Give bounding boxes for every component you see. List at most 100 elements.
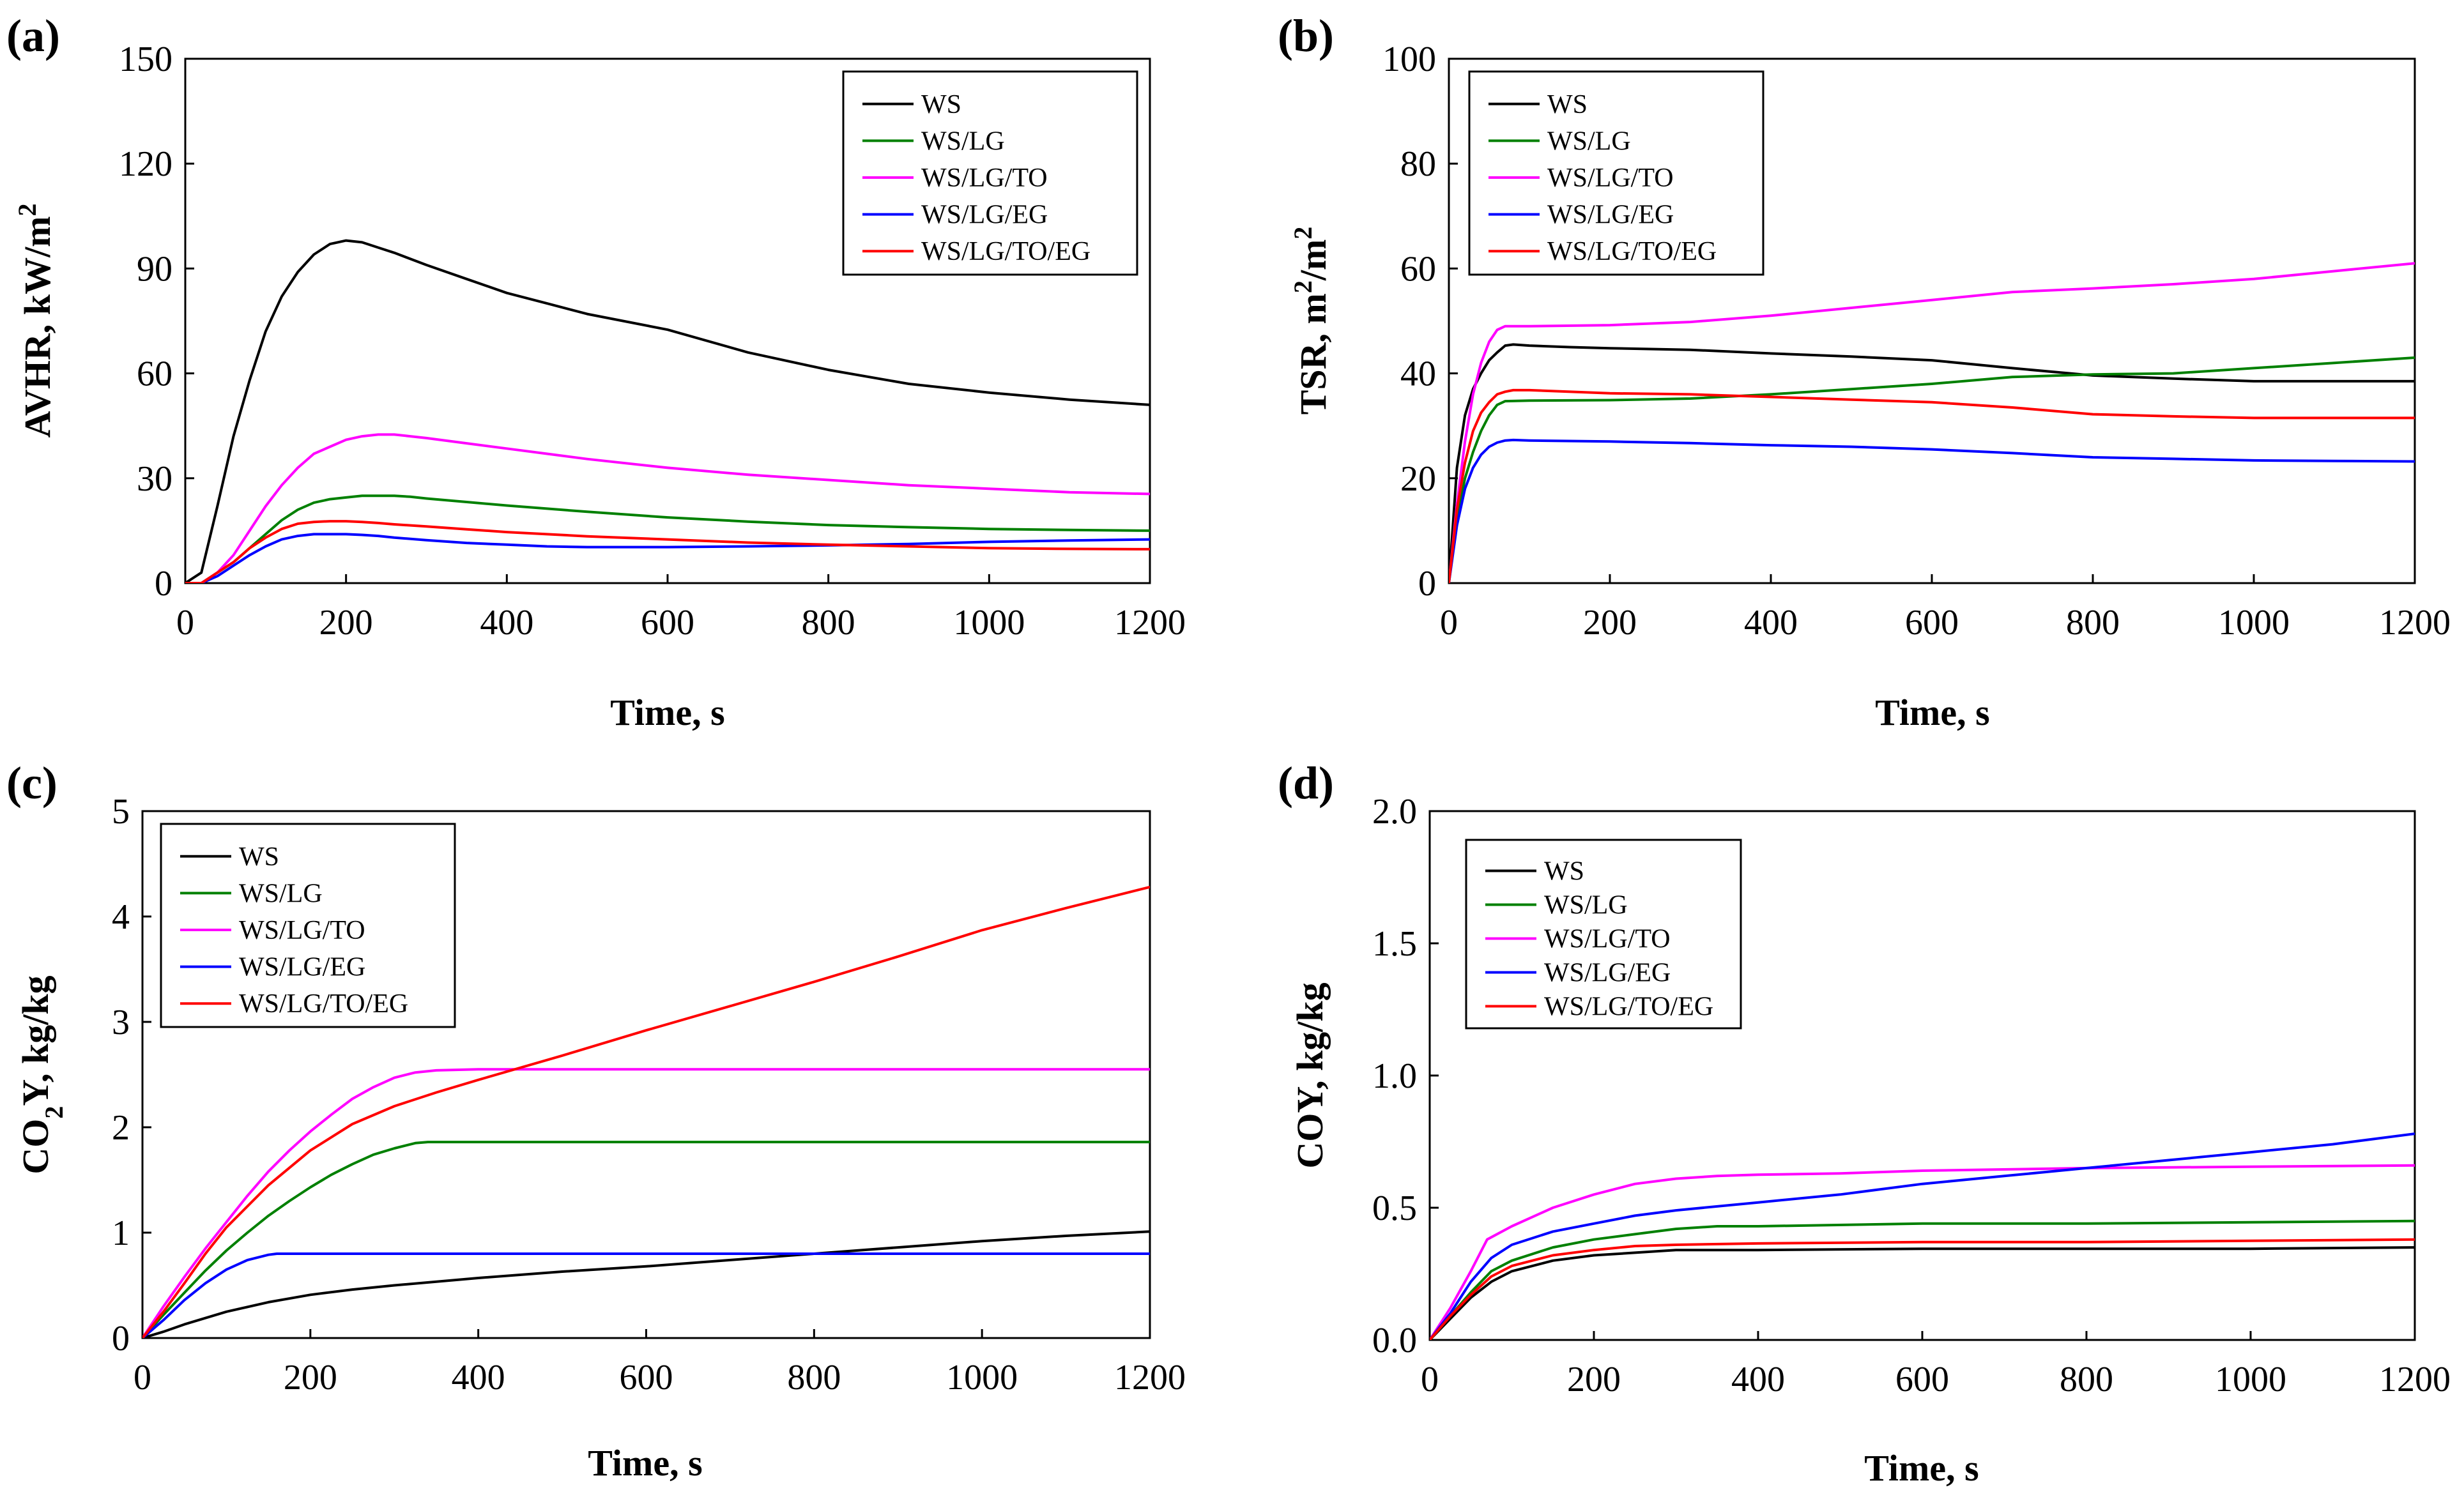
y-axis-title-part: 2	[13, 204, 42, 217]
legend-label: WS	[1547, 90, 1588, 119]
series-line-ws-lg-to-eg	[1449, 388, 2415, 583]
series-line-ws-lg-to	[1430, 1164, 2415, 1340]
legend-label: WS/LG/TO/EG	[921, 237, 1090, 266]
y-tick-label: 120	[119, 144, 172, 184]
series-line-ws-lg	[1430, 1219, 2415, 1340]
y-tick-label: 60	[1400, 249, 1436, 289]
series-line-ws	[142, 1230, 1150, 1338]
x-tick-label: 600	[1905, 603, 1959, 643]
legend: WS WS/LG WS/LG/TO WS/LG/EG WS/LG/TO/EG	[842, 70, 1138, 276]
y-axis-title-part: 2	[1289, 280, 1317, 293]
x-tick-label: 200	[284, 1358, 337, 1397]
legend-label: WS	[921, 90, 961, 119]
legend-label: WS/LG/EG	[1547, 201, 1674, 230]
x-tick-label: 0	[1440, 603, 1458, 643]
y-tick-label: 1	[112, 1213, 130, 1253]
legend-label: WS/LG/TO	[1544, 925, 1671, 954]
series-line-ws-lg-to-eg	[142, 885, 1150, 1338]
series-line-ws-lg	[142, 1141, 1150, 1338]
legend-label: WS/LG/TO/EG	[1544, 993, 1713, 1022]
x-tick-label: 0	[1421, 1360, 1439, 1399]
legend-box	[160, 823, 456, 1028]
legend-label: WS/LG/TO	[1547, 164, 1674, 193]
legend: WS WS/LG WS/LG/TO WS/LG/EG WS/LG/TO/EG	[1468, 70, 1764, 276]
x-tick-label: 400	[1731, 1360, 1785, 1399]
x-tick-label: 400	[480, 603, 533, 643]
y-tick-label: 0.5	[1372, 1189, 1417, 1228]
legend-label: WS/LG/EG	[239, 953, 365, 982]
series-line-ws-lg-to-eg	[185, 520, 1150, 583]
x-tick-label: 1000	[2218, 603, 2290, 643]
y-axis-title-part: CO	[15, 1119, 56, 1175]
series-line-ws-lg-to-eg	[1430, 1238, 2415, 1340]
legend-label: WS/LG/EG	[1544, 959, 1671, 988]
x-tick-label: 800	[2066, 603, 2120, 643]
x-tick-label: 800	[787, 1358, 841, 1397]
x-tick-label: 1200	[1114, 1358, 1186, 1397]
x-tick-label: 0	[176, 603, 194, 643]
legend-label: WS/LG/TO/EG	[1547, 237, 1717, 266]
x-axis-title: Time, s	[610, 692, 724, 733]
legend-label: WS/LG/TO	[239, 916, 365, 945]
y-tick-label: 2.0	[1372, 792, 1417, 832]
series-line-ws-lg	[1449, 356, 2415, 583]
y-tick-label: 20	[1400, 459, 1436, 499]
y-tick-label: 80	[1400, 144, 1436, 184]
y-tick-label: 5	[112, 792, 130, 832]
legend: WS WS/LG WS/LG/TO WS/LG/EG WS/LG/TO/EG	[1465, 839, 1742, 1030]
y-axis-title-part: Y, kg/kg	[15, 975, 56, 1106]
panel-label: (d)	[1278, 757, 1334, 809]
y-tick-label: 30	[137, 459, 172, 499]
x-tick-label: 600	[1895, 1360, 1949, 1399]
legend-label: WS/LG/TO/EG	[239, 989, 408, 1019]
y-axis-title-part: 2	[1289, 227, 1317, 240]
series-line-ws	[185, 239, 1150, 583]
y-tick-label: 3	[112, 1003, 130, 1042]
series-line-ws-lg-eg	[1430, 1132, 2415, 1340]
series-line-ws-lg-eg	[142, 1252, 1150, 1338]
x-tick-label: 0	[134, 1358, 151, 1397]
series-line-ws-lg-eg	[1449, 438, 2415, 583]
series-line-ws	[1430, 1246, 2415, 1340]
legend-label: WS/LG	[239, 879, 323, 908]
y-axis-title-part: 2	[40, 1106, 68, 1119]
legend-label: WS/LG	[1547, 126, 1631, 156]
y-axis-title: COY, kg/kg	[1289, 982, 1331, 1168]
x-tick-label: 200	[319, 603, 373, 643]
y-axis-title-part: AVHR, kW/m	[17, 217, 58, 438]
x-tick-label: 600	[641, 603, 694, 643]
legend-label: WS/LG/EG	[921, 201, 1048, 230]
y-tick-label: 4	[112, 897, 130, 937]
y-axis-title-part: COY, kg/kg	[1289, 982, 1331, 1168]
x-tick-label: 400	[1744, 603, 1798, 643]
legend-label: WS/LG	[921, 126, 1005, 156]
legend-label: WS	[239, 842, 279, 872]
legend-label: WS/LG	[1544, 891, 1628, 920]
y-tick-label: 0	[1418, 564, 1436, 604]
x-tick-label: 800	[802, 603, 855, 643]
x-tick-label: 200	[1567, 1360, 1621, 1399]
legend-box	[1468, 70, 1764, 276]
x-axis-title: Time, s	[1864, 1447, 1978, 1489]
x-axis-title: Time, s	[1875, 692, 1989, 733]
legend-label: WS	[1544, 857, 1584, 886]
x-axis-title: Time, s	[588, 1442, 702, 1484]
y-tick-label: 1.5	[1372, 924, 1417, 964]
series-line-ws	[1449, 343, 2415, 583]
x-tick-label: 1000	[2215, 1360, 2286, 1399]
y-tick-label: 150	[119, 40, 172, 79]
y-axis-title-part: /m	[1292, 240, 1334, 281]
y-tick-label: 100	[1382, 40, 1436, 79]
y-tick-label: 0.0	[1372, 1321, 1417, 1360]
x-tick-label: 1200	[1114, 603, 1186, 643]
y-axis-title: CO2Y, kg/kg	[15, 975, 68, 1174]
panel-label: (b)	[1278, 10, 1334, 61]
panel-label: (c)	[6, 757, 57, 809]
panel-label: (a)	[6, 10, 60, 61]
legend-box	[842, 70, 1138, 276]
series-line-ws-lg-to	[185, 433, 1150, 583]
x-tick-label: 1000	[946, 1358, 1018, 1397]
